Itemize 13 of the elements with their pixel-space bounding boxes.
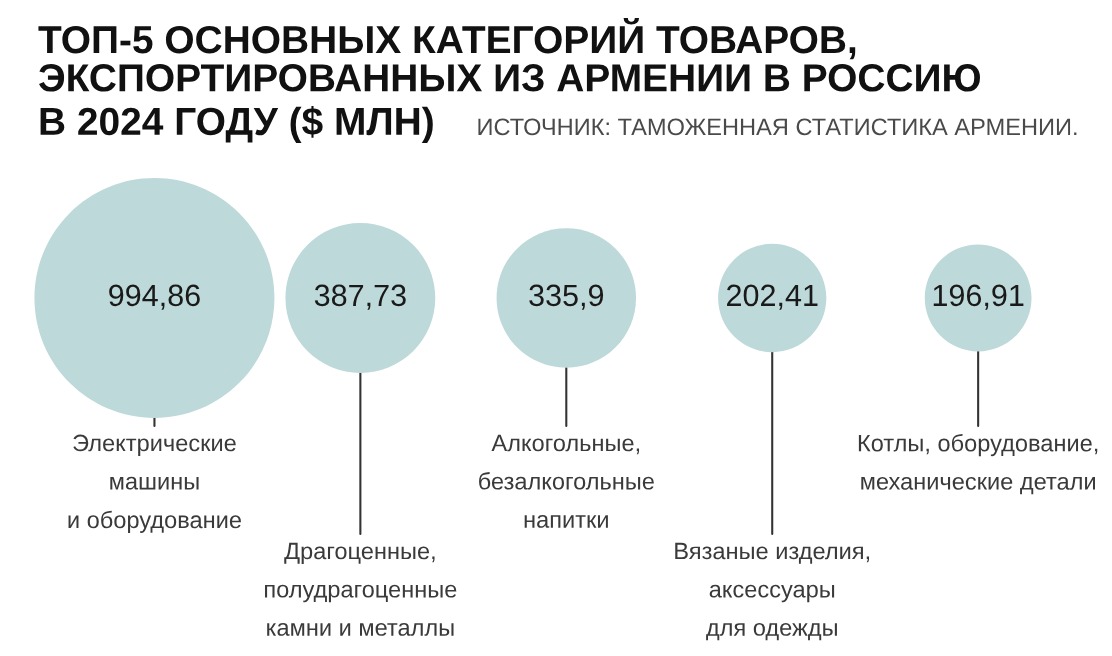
data-label: 994,86 — [109, 284, 200, 310]
text: ТОП-5 ОСНОВНЫХ КАТЕГОРИЙ ТОВАРОВ, ЭКСПОРТИРОВАННЫХ ИЗ АРМЕНИИ В РОССИЮ — [38, 17, 980, 92]
text: ИСТОЧНИК: ТАМОЖЕННАЯ СТАТИСТИКА АРМЕНИИ. — [478, 118, 1077, 136]
data-label: 202,41 — [727, 284, 818, 310]
category-label: Вязаные изделия, аксессуары для одежды — [675, 542, 870, 641]
category-label: Драгоценные, полудрагоценные камни и металлы — [265, 542, 457, 636]
data-label: 196,91 — [933, 284, 1024, 310]
category-label: Алкогольные, безалкогольные напитки — [479, 434, 654, 528]
data-label: 387,73 — [314, 284, 406, 310]
category-label: Котлы, оборудование, механические детали — [858, 434, 1098, 495]
text: В 2024 ГОДУ ($ МЛН) — [40, 106, 433, 143]
data-label: 335,9 — [529, 284, 604, 310]
category-label: Электрические машины и оборудование — [68, 434, 241, 533]
